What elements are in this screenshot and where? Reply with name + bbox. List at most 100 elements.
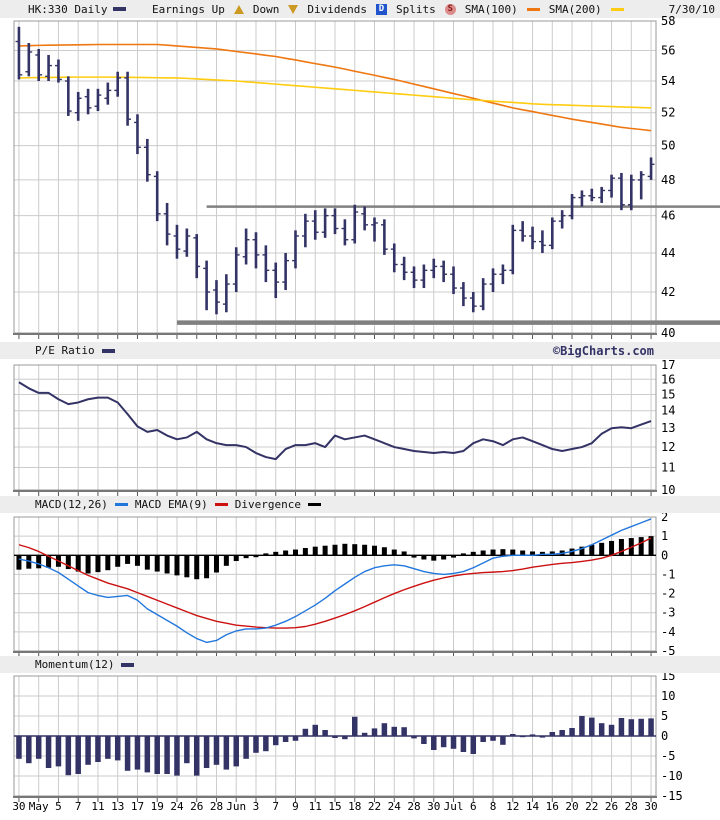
divergence-bar: [26, 555, 32, 569]
macd-y-tick-label: -3: [661, 606, 675, 620]
momentum-bar: [519, 736, 526, 738]
divergence-bar: [500, 549, 506, 556]
momentum-y-tick-label: -15: [661, 789, 683, 803]
divergence-bar: [490, 549, 496, 556]
divergence-bar: [273, 551, 279, 556]
x-axis-label: 8: [490, 800, 497, 813]
x-axis-label: Jul: [444, 800, 464, 813]
pe-y-tick-label: 12: [661, 440, 675, 454]
momentum-bar: [35, 736, 42, 759]
momentum-bar: [431, 736, 437, 750]
divergence-bar: [55, 555, 61, 567]
x-axis-label: 13: [111, 800, 124, 813]
momentum-bar: [470, 736, 477, 754]
pe-panel-bar: P/E Ratio ©BigCharts.com: [0, 342, 720, 359]
price-y-tick-label: 42: [661, 285, 675, 299]
divergence-bar: [589, 544, 595, 556]
earnings-down-icon: [288, 4, 299, 14]
x-axis-label: 30: [12, 800, 25, 813]
momentum-bar: [589, 717, 595, 736]
price-y-tick-label: 56: [661, 43, 675, 57]
momentum-bar: [253, 736, 259, 753]
divergence-bar: [451, 555, 457, 558]
divergence-bar: [292, 549, 298, 556]
divergence-bar: [223, 555, 229, 566]
divergence-bar: [520, 550, 526, 556]
momentum-bar: [381, 723, 388, 736]
momentum-y-tick-label: 0: [661, 729, 668, 743]
momentum-bar: [144, 736, 151, 773]
momentum-bar: [95, 736, 101, 762]
ohlc-bars: [15, 26, 655, 315]
momentum-bar: [342, 736, 348, 740]
divergence-bar: [559, 550, 565, 556]
momentum-bar: [223, 736, 230, 770]
divergence-bar: [342, 543, 348, 556]
price-y-tick-label: 40: [661, 326, 675, 340]
divergence-bar: [134, 555, 140, 566]
momentum-bar: [282, 736, 289, 742]
momentum-bar: [618, 718, 625, 736]
pe-y-tick-label: 14: [661, 404, 675, 418]
macd-line-dash-icon: [114, 503, 128, 506]
divergence-bar: [460, 553, 466, 556]
x-axis-label: 22: [585, 800, 598, 813]
macd-panel-bar: MACD(12,26) MACD EMA(9) Divergence: [0, 496, 720, 513]
x-axis-label: 7: [272, 800, 279, 813]
divergence-dash-icon: [307, 503, 321, 506]
momentum-bar: [500, 736, 506, 745]
momentum-bar: [559, 730, 565, 736]
momentum-bar: [124, 736, 131, 771]
sma200-dash-icon: [610, 7, 624, 11]
momentum-bar: [292, 736, 299, 741]
momentum-bar: [26, 736, 32, 764]
pe-plot-border: [13, 364, 657, 491]
x-axis-label: Jun: [226, 800, 246, 813]
divergence-bar: [362, 544, 368, 556]
divergence-bar: [569, 548, 575, 556]
pe-y-tick-label: 13: [661, 421, 675, 435]
pe-y-tick-label: 11: [661, 461, 675, 475]
divergence-bar: [154, 555, 160, 572]
legend-earnings-down-label: Down: [252, 2, 280, 16]
x-axis-label: 30: [427, 800, 440, 813]
momentum-bar: [114, 736, 121, 761]
divergence-bar: [381, 547, 387, 556]
momentum-bar: [55, 736, 62, 767]
divergence-bar: [549, 551, 555, 556]
macd-panel-label-group: MACD(12,26) MACD EMA(9) Divergence: [35, 498, 321, 511]
divergence-bar: [401, 551, 407, 556]
macd-y-tick-label: 1: [661, 529, 668, 543]
splits-icon: S: [444, 3, 456, 15]
x-axis-label: 28: [407, 800, 420, 813]
momentum-panel-bar: Momentum(12): [0, 656, 720, 673]
price-y-tick-label: 44: [661, 246, 675, 260]
momentum-bar: [243, 736, 249, 759]
momentum-bar: [569, 728, 575, 736]
divergence-bar: [480, 550, 486, 556]
momentum-bar: [154, 736, 160, 774]
divergence-bar: [609, 540, 615, 556]
momentum-bar: [203, 736, 210, 768]
momentum-bar: [45, 736, 52, 768]
x-axis-label: 14: [526, 800, 540, 813]
momentum-bar: [332, 736, 338, 738]
divergence-bar: [470, 551, 476, 556]
momentum-bar: [539, 736, 546, 738]
symbol-title: HK:330 Daily: [28, 2, 108, 16]
price-y-tick-label: 46: [661, 209, 675, 223]
momentum-bar: [263, 736, 269, 752]
momentum-bar: [302, 728, 309, 736]
sma100-dash-icon: [526, 7, 540, 11]
price-series-dash-icon: [113, 7, 127, 11]
divergence-bar: [125, 555, 131, 564]
momentum-bar: [16, 736, 22, 759]
pe-y-tick-label: 15: [661, 387, 675, 401]
divergence-bar: [283, 550, 289, 556]
divergence-bar: [184, 555, 190, 578]
momentum-y-tick-label: -10: [661, 769, 683, 783]
momentum-bar: [134, 736, 141, 770]
overlay-SMA(200): [18, 76, 652, 109]
divergence-bar: [648, 536, 654, 556]
